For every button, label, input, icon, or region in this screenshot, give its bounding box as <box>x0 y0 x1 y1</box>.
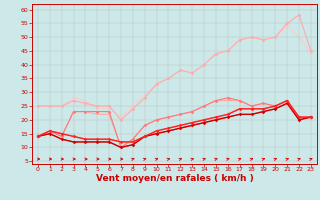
X-axis label: Vent moyen/en rafales ( km/h ): Vent moyen/en rafales ( km/h ) <box>96 174 253 183</box>
